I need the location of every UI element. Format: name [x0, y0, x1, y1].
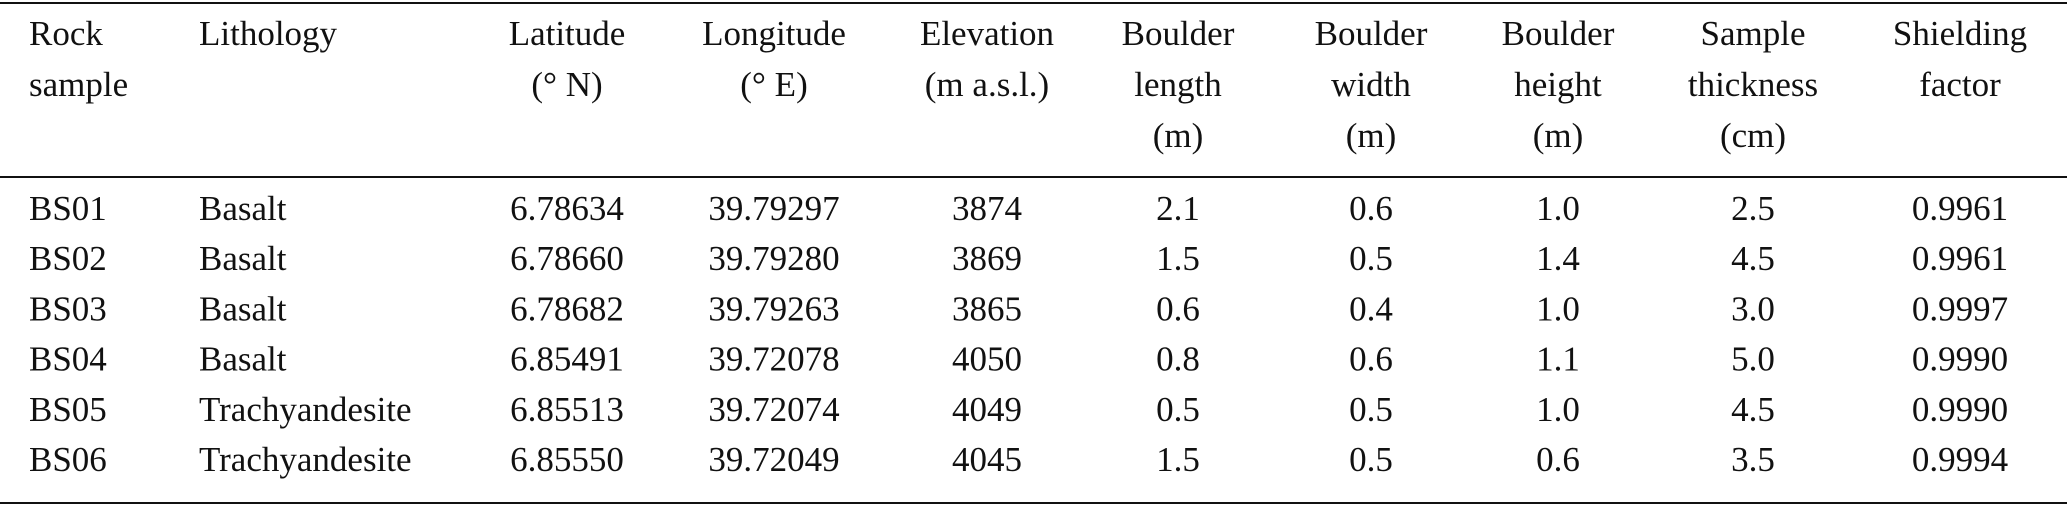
table-cell: 0.6	[1536, 440, 1580, 479]
table-cell: 0.5	[1349, 239, 1393, 278]
table-cell: 4.5	[1731, 239, 1775, 278]
table-cell: 1.0	[1536, 289, 1580, 328]
table-cell: 0.6	[1349, 340, 1393, 379]
table-cell: 39.79280	[708, 239, 839, 278]
table-cell: 4045	[952, 440, 1022, 479]
table-cell: Basalt	[199, 340, 287, 379]
table-cell: 0.5	[1349, 390, 1393, 429]
table-cell: 1.4	[1536, 239, 1580, 278]
table-cell: BS03	[29, 289, 107, 328]
table-cell: 4049	[952, 390, 1022, 429]
table-cell: 3865	[952, 289, 1022, 328]
header-cell: width	[1331, 65, 1411, 104]
table-cell: 3874	[952, 189, 1022, 228]
table-cell: 5.0	[1731, 340, 1775, 379]
table-cell: 0.6	[1349, 189, 1393, 228]
header-cell: height	[1514, 65, 1602, 104]
table-cell: 4050	[952, 340, 1022, 379]
table-cell: 0.9961	[1912, 189, 2008, 228]
header-cell: Rock	[29, 14, 103, 53]
table-cell: 0.9994	[1912, 440, 2008, 479]
table-cell: 3.5	[1731, 440, 1775, 479]
header-cell: (m a.s.l.)	[925, 65, 1049, 104]
header-cell: Latitude	[509, 14, 626, 53]
header-cell: (m)	[1346, 116, 1397, 155]
table-cell: 3.0	[1731, 289, 1775, 328]
table-cell: 1.5	[1156, 440, 1200, 479]
header-cell: (m)	[1533, 116, 1584, 155]
table-cell: 6.78682	[510, 289, 624, 328]
table-cell: BS04	[29, 340, 107, 379]
table-cell: 0.9997	[1912, 289, 2008, 328]
table-cell: Basalt	[199, 189, 287, 228]
header-cell: Sample	[1701, 14, 1806, 53]
table-cell: 2.5	[1731, 189, 1775, 228]
header-cell: Lithology	[199, 14, 338, 53]
table-cell: BS06	[29, 440, 107, 479]
table-cell: Trachyandesite	[199, 390, 412, 429]
table-cell: 0.6	[1156, 289, 1200, 328]
table-cell: Basalt	[199, 239, 287, 278]
table-cell: 4.5	[1731, 390, 1775, 429]
table-cell: 0.5	[1156, 390, 1200, 429]
table-cell: 6.85513	[510, 390, 624, 429]
table-cell: 1.1	[1536, 340, 1580, 379]
table-cell: 0.8	[1156, 340, 1200, 379]
header-cell: sample	[29, 65, 128, 104]
table-cell: BS01	[29, 189, 107, 228]
table-cell: 1.0	[1536, 390, 1580, 429]
header-cell: factor	[1919, 65, 2001, 104]
table-cell: 0.9990	[1912, 340, 2008, 379]
table-cell: 39.72049	[708, 440, 839, 479]
header-cell: (° E)	[740, 65, 807, 104]
table-cell: 0.9990	[1912, 390, 2008, 429]
table-cell: 39.72074	[708, 390, 839, 429]
table-cell: Basalt	[199, 289, 287, 328]
header-cell: Boulder	[1315, 14, 1428, 53]
table-cell: 0.9961	[1912, 239, 2008, 278]
table-cell: 0.4	[1349, 289, 1393, 328]
header-cell: Boulder	[1502, 14, 1615, 53]
table-cell: 6.85550	[510, 440, 624, 479]
table-cell: 39.72078	[708, 340, 839, 379]
table-cell: 39.79297	[708, 189, 839, 228]
header-cell: Shielding	[1893, 14, 2027, 53]
table-cell: 1.0	[1536, 189, 1580, 228]
table-cell: 1.5	[1156, 239, 1200, 278]
header-cell: thickness	[1688, 65, 1818, 104]
header-cell: Boulder	[1122, 14, 1235, 53]
header-cell: length	[1134, 65, 1222, 104]
table-cell: Trachyandesite	[199, 440, 412, 479]
header-cell: (° N)	[531, 65, 602, 104]
table-cell: 2.1	[1156, 189, 1200, 228]
header-cell: (m)	[1153, 116, 1204, 155]
table-cell: 6.78634	[510, 189, 624, 228]
table-cell: BS02	[29, 239, 107, 278]
header-cell: Longitude	[702, 14, 846, 53]
table-cell: 39.79263	[708, 289, 839, 328]
table-cell: BS05	[29, 390, 107, 429]
header-cell: (cm)	[1720, 116, 1786, 155]
table-cell: 6.85491	[510, 340, 624, 379]
table-cell: 6.78660	[510, 239, 624, 278]
table-cell: 0.5	[1349, 440, 1393, 479]
table-cell: 3869	[952, 239, 1022, 278]
header-cell: Elevation	[920, 14, 1054, 53]
